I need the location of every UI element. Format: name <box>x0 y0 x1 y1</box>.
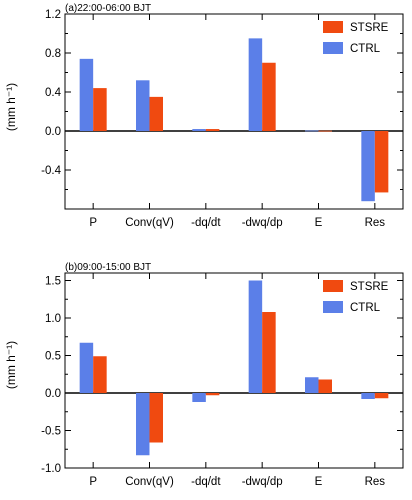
panel-a-xtick-label: E <box>315 217 323 229</box>
legend-label-stsre: STSRE <box>350 22 389 34</box>
panel-a-ytick-label: 1.2 <box>45 9 61 21</box>
legend-label-ctrl: CTRL <box>350 43 381 55</box>
panel-b-plot-frame <box>64 272 404 469</box>
panel-b-xtick-label: Conv(qV) <box>125 476 174 488</box>
legend-swatch-ctrl <box>323 301 343 313</box>
panel-a-bar-ctrl <box>305 130 319 132</box>
panel-b-ytick-label: -1.0 <box>41 463 61 475</box>
panel-b-ylabel: (mm h⁻¹) <box>4 341 18 389</box>
panel-b-ytick-label: -0.5 <box>41 426 61 438</box>
panel-a-bar-ctrl <box>361 131 375 202</box>
panel-b-ytick-label: 1.5 <box>45 276 61 288</box>
panel-a-xtick-label: P <box>89 217 97 229</box>
panel-b-bar-ctrl <box>192 393 206 402</box>
panel-b-bar-ctrl <box>248 280 263 393</box>
panel-b-bar-ctrl <box>136 393 150 456</box>
panel-b-bar-stsre <box>205 393 220 396</box>
panel-a-bar-ctrl <box>136 80 150 131</box>
panel-a-ytick-label: -0.4 <box>41 165 61 177</box>
panel-b-ytick-label: 0.5 <box>45 351 61 363</box>
panel-a-bar-stsre <box>205 129 220 131</box>
panel-b-bar-stsre <box>93 356 107 393</box>
legend-swatch-stsre <box>323 21 343 33</box>
panel-a-xtick-label: Conv(qV) <box>125 217 174 229</box>
panel-a-bar-stsre <box>262 62 276 131</box>
panel-a-bar-ctrl <box>79 58 94 131</box>
panel-a-bar-stsre <box>374 131 389 193</box>
panel-a: (a)22:00-06:00 BJT (mm h⁻¹) -0.4 0.0 0.4 0.… <box>4 3 404 229</box>
panel-a-bar-stsre <box>149 96 163 131</box>
panel-b-xtick-label: P <box>89 476 97 488</box>
panel-a-ylabel: (mm h⁻¹) <box>4 83 18 131</box>
legend-swatch-ctrl <box>323 42 343 54</box>
panel-b-bar-stsre <box>318 379 332 393</box>
panel-b-xtick-label: E <box>315 476 323 488</box>
panel-b-xtick-label: -dq/dt <box>191 476 221 488</box>
legend-label-stsre: STSRE <box>350 281 389 293</box>
panel-a-xtick-label: -dq/dt <box>191 217 221 229</box>
panel-b-ytick-label: 0.0 <box>45 388 61 400</box>
panel-b-bar-ctrl <box>79 342 94 393</box>
panel-b-bar-ctrl <box>305 377 319 393</box>
panel-b-xtick-label: -dwq/dp <box>242 476 283 488</box>
panel-a-bar-stsre <box>318 130 332 132</box>
panel-b-bar-stsre <box>149 393 163 443</box>
panel-a-ytick-label: 0.0 <box>45 126 61 138</box>
panel-b-xtick-label: Res <box>365 476 386 488</box>
panel-a-ytick-label: 0.8 <box>45 48 61 60</box>
panel-b: (b)09:00-15:00 BJT (mm h⁻¹) -1.0 -0.5 0.0 0… <box>4 262 404 488</box>
panel-a-bar-ctrl <box>192 129 206 131</box>
panel-a-xtick-label: Res <box>365 217 386 229</box>
panel-a-bar-stsre <box>93 88 107 131</box>
panel-b-bar-stsre <box>262 312 276 393</box>
panel-a-title: (a)22:00-06:00 BJT <box>65 3 151 14</box>
panel-a-bar-ctrl <box>248 38 263 131</box>
panel-b-title: (b)09:00-15:00 BJT <box>65 262 151 273</box>
panel-a-xtick-label: -dwq/dp <box>242 217 283 229</box>
legend-label-ctrl: CTRL <box>350 302 381 314</box>
panel-a-ytick-label: 0.4 <box>45 87 62 99</box>
panel-b-ytick-label: 1.0 <box>45 313 61 325</box>
legend-swatch-stsre <box>323 280 343 292</box>
panel-b-bar-ctrl <box>361 393 375 399</box>
panel-b-bar-stsre <box>374 393 389 399</box>
